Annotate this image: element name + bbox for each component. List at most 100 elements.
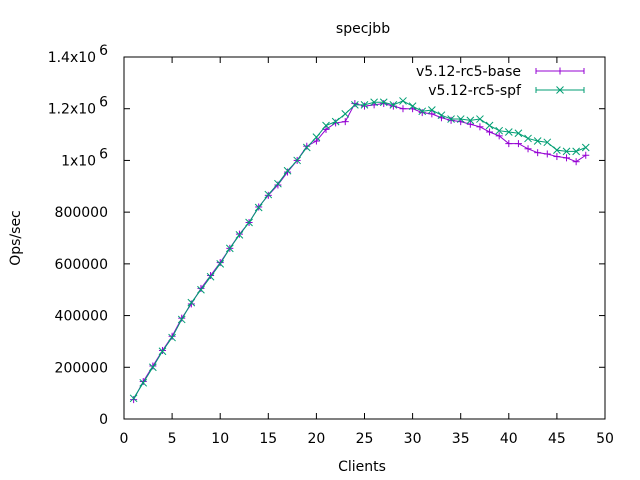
x-tick-label: 15 — [259, 431, 277, 447]
y-tick-label: 600000 — [55, 257, 108, 273]
data-point — [197, 285, 205, 294]
x-tick-label: 50 — [596, 431, 614, 447]
data-point — [341, 110, 350, 118]
data-point — [543, 138, 552, 147]
data-point — [274, 179, 282, 188]
x-axis-label: Clients — [338, 459, 386, 475]
data-point — [380, 100, 388, 108]
y-tick-label: 1.4x10 6 — [48, 43, 108, 66]
data-point — [168, 333, 176, 342]
data-point — [476, 115, 484, 123]
y-axis-label: Ops/sec — [8, 210, 24, 266]
x-tick-label: 0 — [120, 431, 129, 447]
data-point — [466, 120, 474, 128]
legend-marker — [556, 86, 564, 94]
data-point — [514, 140, 522, 148]
data-point — [476, 123, 484, 131]
y-tick-label: 800000 — [55, 205, 108, 221]
x-tick-label: 20 — [307, 431, 325, 447]
data-point — [399, 105, 407, 113]
chart-title: specjbb — [336, 21, 390, 37]
data-point — [389, 100, 398, 109]
data-point — [303, 142, 311, 150]
y-tick-label-base: 1.2x10 — [48, 102, 96, 118]
series-layer — [129, 97, 590, 404]
y-tick-label-base: 1.4x10 — [48, 50, 96, 66]
data-point — [524, 134, 532, 143]
y-tick-label-exponent: 6 — [99, 146, 108, 162]
data-point — [447, 116, 455, 124]
data-point — [351, 100, 359, 109]
x-tick-label: 45 — [548, 431, 566, 447]
data-point — [563, 154, 571, 162]
y-tick-label: 1.2x10 6 — [48, 95, 108, 118]
data-point — [312, 137, 320, 145]
x-tick-label: 25 — [356, 431, 374, 447]
data-point — [283, 166, 292, 175]
data-point — [456, 115, 465, 123]
data-point — [495, 126, 504, 135]
data-point — [553, 153, 561, 161]
data-point — [322, 125, 330, 133]
data-point — [418, 109, 426, 117]
data-point — [399, 97, 407, 105]
data-point — [187, 300, 195, 308]
data-point — [341, 118, 349, 126]
data-point — [245, 218, 253, 227]
data-point — [562, 147, 571, 156]
data-point — [216, 259, 224, 267]
data-point — [235, 231, 244, 239]
data-point — [207, 271, 215, 279]
x-tick-label: 35 — [452, 431, 470, 447]
data-point — [418, 107, 427, 116]
data-point — [197, 284, 205, 292]
data-point — [361, 102, 368, 110]
data-point — [408, 102, 417, 110]
data-point — [149, 363, 157, 372]
x-tick-label: 5 — [168, 431, 177, 447]
data-point — [216, 260, 225, 268]
data-point — [514, 129, 523, 138]
y-tick-label-base: 1x10 — [61, 153, 96, 169]
data-point — [534, 149, 542, 157]
data-point — [553, 146, 561, 154]
data-point — [572, 158, 580, 166]
data-point — [351, 100, 359, 108]
data-point — [370, 98, 378, 107]
data-point — [139, 378, 148, 387]
data-point — [524, 145, 532, 153]
data-point — [130, 396, 138, 404]
y-tick-label-exponent: 6 — [99, 43, 108, 59]
legend-label: v5.12-rc5-spf — [428, 83, 522, 99]
data-point — [582, 151, 590, 159]
data-point — [158, 347, 167, 356]
data-point — [331, 117, 340, 126]
y-tick-label-exponent: 6 — [99, 95, 108, 111]
data-point — [581, 143, 590, 152]
data-point — [274, 181, 282, 189]
data-point — [389, 102, 397, 110]
data-point — [206, 272, 215, 281]
data-point — [447, 115, 455, 123]
data-point — [360, 100, 369, 109]
data-point — [486, 128, 494, 136]
data-point — [254, 203, 263, 212]
legend-item: v5.12-rc5-spf — [428, 83, 585, 99]
data-point — [129, 394, 138, 403]
data-point — [302, 143, 311, 152]
x-axis: 0 5 10 15 20 25 30 35 40 45 50 — [120, 57, 614, 447]
data-point — [312, 133, 321, 142]
y-tick-label: 0 — [99, 412, 108, 428]
data-point — [505, 140, 513, 148]
y-tick-label: 1x10 6 — [61, 146, 108, 169]
data-point — [495, 132, 503, 140]
legend: v5.12-rc5-base v5.12-rc5-spf — [416, 64, 585, 99]
data-point — [427, 106, 436, 114]
data-point — [139, 378, 147, 386]
x-tick-label: 10 — [211, 431, 229, 447]
data-point — [466, 116, 475, 125]
x-tick-label: 30 — [404, 431, 422, 447]
x-tick-label: 40 — [500, 431, 518, 447]
data-point — [485, 121, 494, 130]
